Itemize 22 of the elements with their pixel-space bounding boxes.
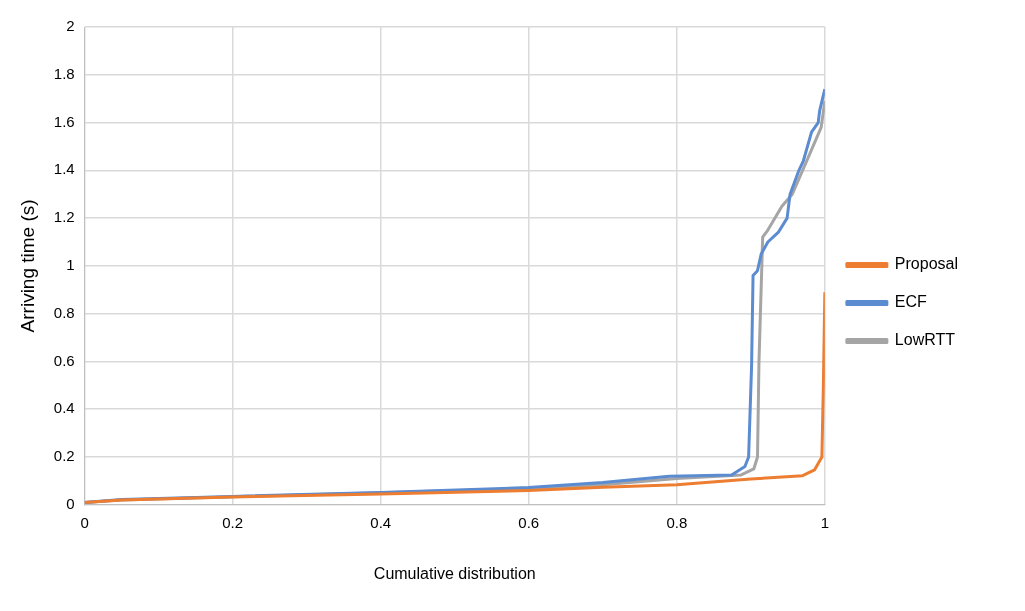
- y-tick-label: 0.4: [53, 399, 75, 417]
- y-tick-label: 0: [66, 494, 75, 512]
- legend-label: Proposal: [894, 255, 959, 273]
- y-tick-label: 1.4: [53, 160, 75, 178]
- y-tick-label: 0.6: [53, 351, 75, 369]
- x-tick-label: 0.6: [518, 513, 540, 531]
- y-axis-title: Arriving time (s): [16, 199, 38, 333]
- y-tick-label: 0.2: [53, 447, 75, 465]
- x-axis-title: Cumulative distribution: [373, 564, 536, 582]
- x-tick-label: 0.4: [370, 513, 392, 531]
- x-tick-label: 0: [80, 513, 89, 531]
- y-tick-label: 1.6: [53, 112, 75, 130]
- legend-label: ECF: [894, 293, 928, 311]
- legend-label: LowRTT: [894, 331, 956, 349]
- x-tick-label: 0.2: [222, 513, 244, 531]
- x-tick-label: 0.8: [666, 513, 688, 531]
- y-tick-label: 0.8: [53, 303, 75, 321]
- y-tick-label: 1: [66, 256, 75, 274]
- y-tick-label: 1.8: [53, 64, 75, 82]
- x-tick-label: 1: [820, 513, 830, 531]
- y-tick-label: 2: [66, 17, 75, 35]
- y-tick-label: 1.2: [53, 208, 75, 226]
